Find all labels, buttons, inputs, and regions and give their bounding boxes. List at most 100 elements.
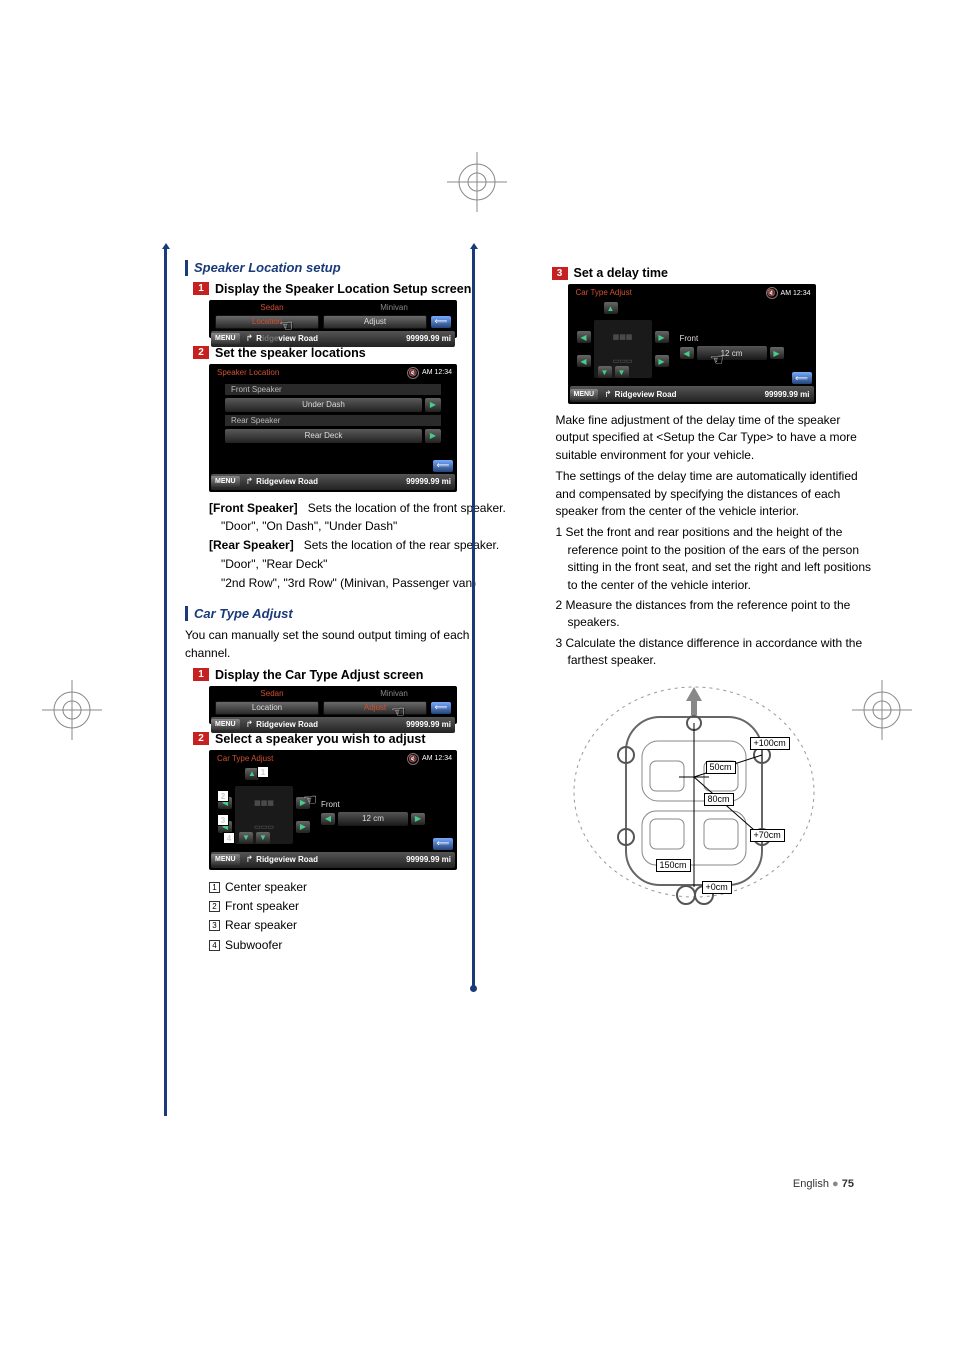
right-column: 3 Set a delay time 🔇AM 12:34 Car Type Ad… — [544, 260, 875, 955]
prev-icon[interactable]: ◀ — [680, 347, 694, 359]
definition-body: Sets the location of the rear speaker. — [304, 538, 499, 552]
distance-label: 50cm — [706, 761, 736, 774]
menu-button[interactable]: MENU — [211, 476, 240, 487]
prev-icon[interactable]: ◀ — [577, 331, 591, 343]
tab-minivan[interactable]: Minivan — [333, 688, 455, 699]
next-icon[interactable]: ▶ — [296, 797, 310, 809]
tab-sedan[interactable]: Sedan — [211, 688, 333, 699]
back-icon[interactable]: ⟸ — [433, 460, 453, 472]
step-number: 3 — [552, 267, 568, 280]
road-name: Ridgeview Road — [256, 855, 406, 864]
mute-icon: 🔇 — [407, 367, 419, 379]
callout-3: 3 — [217, 814, 229, 826]
front-label: Front — [321, 800, 340, 809]
step-title: Display the Car Type Adjust screen — [215, 668, 423, 682]
prev-icon[interactable]: ◀ — [577, 355, 591, 367]
road-name: Ridgeview Road — [256, 720, 406, 729]
down-icon[interactable]: ▼ — [239, 832, 253, 844]
page-footer: English ● 75 — [793, 1178, 854, 1190]
registration-mark-right — [852, 680, 912, 743]
arrow-icon: ↱ — [246, 333, 254, 344]
callout-1: 1 — [257, 766, 269, 778]
definition: [Front Speaker] Sets the location of the… — [209, 500, 516, 517]
tab-sedan[interactable]: Sedan — [211, 302, 333, 313]
ui-screenshot: 🔇AM 12:34 Speaker Location Front Speaker… — [209, 364, 457, 492]
distance-readout: 99999.99 mi — [765, 390, 810, 399]
rear-speaker-value[interactable]: Rear Deck — [225, 429, 422, 443]
footer-lang: English — [793, 1178, 829, 1190]
ui-screenshot: Sedan Minivan Location Adjust ⟸ MENU ↱ R… — [209, 686, 457, 724]
screen-title: Car Type Adjust — [572, 286, 636, 299]
distance-value: 12 cm — [338, 812, 408, 826]
next-icon[interactable]: ▶ — [425, 429, 441, 443]
back-icon[interactable]: ⟸ — [431, 316, 451, 328]
next-icon[interactable]: ▶ — [770, 347, 784, 359]
screen-title: Car Type Adjust — [213, 752, 277, 765]
list-item: 2 Measure the distances from the referen… — [556, 597, 875, 632]
legend-item: Subwoofer — [225, 938, 282, 952]
next-icon[interactable]: ▶ — [296, 821, 310, 833]
tab-minivan[interactable]: Minivan — [333, 302, 455, 313]
down-icon[interactable]: ▼ — [615, 366, 629, 378]
callout-4: 4 — [223, 832, 235, 844]
group-label: Front Speaker — [225, 384, 441, 395]
next-icon[interactable]: ▶ — [425, 398, 441, 412]
down-icon[interactable]: ▼ — [256, 832, 270, 844]
callout-2: 2 — [217, 790, 229, 802]
distance-label: 80cm — [704, 793, 734, 806]
legend-item: Rear speaker — [225, 918, 297, 932]
front-label: Front — [680, 334, 699, 343]
next-icon[interactable]: ▶ — [655, 331, 669, 343]
back-icon[interactable]: ⟸ — [792, 372, 812, 384]
up-icon[interactable]: ▲ — [604, 302, 618, 314]
road-name: Ridgeview Road — [615, 390, 765, 399]
registration-mark-top — [447, 152, 507, 215]
adjust-button[interactable]: Adjust — [323, 315, 427, 329]
step-number: 2 — [193, 732, 209, 745]
ui-screenshot: 🔇AM 12:34 Car Type Adjust ▲ ◀ ▦▦▦ ▶ ◀ ▭▭… — [209, 750, 457, 870]
group-label: Rear Speaker — [225, 415, 441, 426]
legend-item: Front speaker — [225, 899, 299, 913]
back-icon[interactable]: ⟸ — [433, 838, 453, 850]
down-icon[interactable]: ▼ — [598, 366, 612, 378]
ui-screenshot: Sedan Minivan Location Adjust ⟸ MENU ↱ R… — [209, 300, 457, 338]
next-icon[interactable]: ▶ — [655, 355, 669, 367]
screen-title: Speaker Location — [213, 366, 283, 379]
mute-icon: 🔇 — [766, 287, 778, 299]
distance-label: +0cm — [702, 881, 732, 894]
step-row: 2 Select a speaker you wish to adjust — [193, 732, 516, 746]
step-title: Display the Speaker Location Setup scree… — [215, 282, 471, 296]
definition-term: [Front Speaker] — [209, 501, 298, 515]
section-heading: Speaker Location setup — [185, 260, 516, 276]
distance-readout: 99999.99 mi — [406, 334, 451, 343]
arrow-icon: ↱ — [246, 719, 254, 730]
back-icon[interactable]: ⟸ — [431, 702, 451, 714]
front-speaker-value[interactable]: Under Dash — [225, 398, 422, 412]
definition: [Rear Speaker] Sets the location of the … — [209, 537, 516, 554]
distance-label: 150cm — [656, 859, 691, 872]
dot-icon: ● — [832, 1178, 842, 1190]
body-paragraph: The settings of the delay time are autom… — [556, 468, 875, 520]
location-button[interactable]: Location — [215, 315, 319, 329]
adjust-button[interactable]: Adjust — [323, 701, 427, 715]
column-rule-left — [164, 246, 167, 1116]
definition-body: Sets the location of the front speaker. — [308, 501, 506, 515]
road-name: Ridgeview Road — [256, 477, 406, 486]
distance-readout: 99999.99 mi — [406, 855, 451, 864]
clock-readout: AM 12:34 — [422, 369, 452, 376]
road-name: Ridgeview Road — [256, 334, 406, 343]
prev-icon[interactable]: ◀ — [321, 813, 335, 825]
menu-button[interactable]: MENU — [211, 333, 240, 344]
next-icon[interactable]: ▶ — [411, 813, 425, 825]
location-button[interactable]: Location — [215, 701, 319, 715]
car-svg — [564, 677, 824, 917]
step-title: Set the speaker locations — [215, 346, 366, 360]
step-row: 2 Set the speaker locations — [193, 346, 516, 360]
menu-button[interactable]: MENU — [211, 719, 240, 730]
clock-readout: AM 12:34 — [781, 290, 811, 297]
legend-item: Center speaker — [225, 880, 307, 894]
step-row: 1 Display the Car Type Adjust screen — [193, 668, 516, 682]
menu-button[interactable]: MENU — [211, 854, 240, 865]
menu-button[interactable]: MENU — [570, 389, 599, 400]
ui-screenshot: 🔇AM 12:34 Car Type Adjust ▲ ◀ ▦▦▦ ▶ ◀ ▭▭… — [568, 284, 816, 404]
